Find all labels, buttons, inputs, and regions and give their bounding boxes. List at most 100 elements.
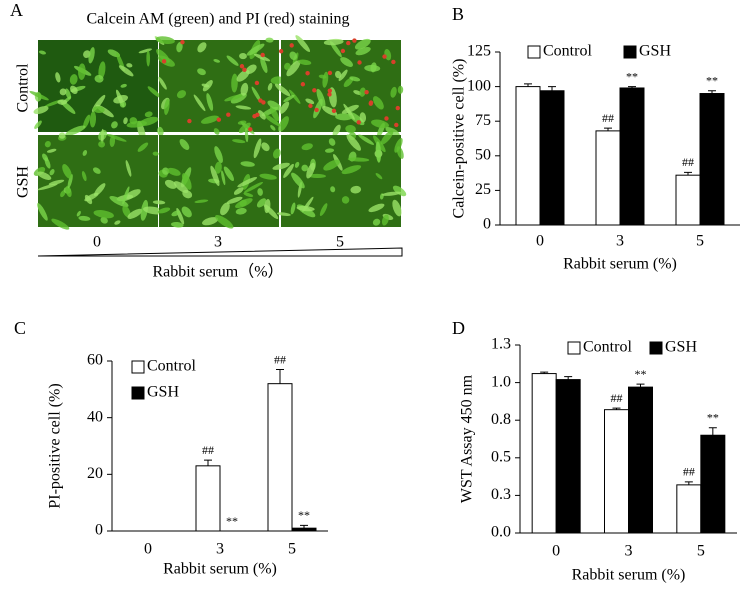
cell	[164, 98, 170, 115]
cell	[343, 103, 355, 120]
dead-cell	[312, 88, 317, 93]
cell	[100, 217, 108, 224]
cell	[138, 48, 152, 54]
y-tick-label: 25	[475, 181, 491, 198]
cell	[272, 148, 281, 159]
cell	[157, 126, 164, 136]
micrograph	[38, 40, 158, 132]
cell	[265, 37, 274, 43]
bar	[700, 434, 726, 534]
x-axis-label: Rabbit serum (%)	[563, 256, 677, 273]
cell	[37, 171, 52, 180]
y-tick-label: 0.0	[491, 524, 511, 541]
legend-swatch	[131, 360, 145, 374]
cell	[125, 189, 141, 200]
cell	[246, 43, 265, 56]
cell	[202, 217, 219, 226]
dead-cell	[254, 80, 260, 86]
bar	[291, 527, 317, 532]
cell	[253, 138, 262, 159]
gradient-wedge	[37, 247, 403, 257]
bar	[676, 484, 702, 534]
row-label: Control	[15, 63, 32, 112]
cell	[332, 124, 341, 137]
cell	[296, 205, 315, 212]
cell	[201, 115, 219, 124]
cell	[243, 181, 264, 193]
dead-cell	[395, 105, 400, 111]
legend-label: GSH	[665, 339, 697, 356]
significance-label: ##	[202, 443, 214, 457]
cell	[194, 199, 209, 204]
legend-swatch	[623, 45, 637, 59]
cell	[82, 150, 88, 156]
row-label: GSH	[15, 166, 32, 198]
error-bar	[548, 86, 556, 91]
y-tick-label: 0	[483, 216, 491, 233]
cell	[156, 49, 170, 63]
cell	[257, 110, 266, 120]
cell	[355, 46, 371, 56]
dead-cell	[278, 49, 284, 54]
cell	[368, 203, 385, 213]
bar	[604, 409, 629, 534]
cell	[341, 196, 350, 204]
dead-cell	[248, 127, 253, 132]
cell	[263, 113, 281, 127]
dead-cell	[394, 122, 399, 128]
cell	[164, 179, 177, 189]
cell	[176, 90, 187, 99]
cell	[88, 47, 95, 64]
dead-cell	[314, 107, 319, 113]
y-axis-label: PI-positive cell (%)	[47, 383, 64, 508]
cell	[243, 192, 254, 197]
cell	[37, 183, 58, 191]
cell	[253, 53, 271, 62]
panel-label: A	[10, 0, 23, 20]
cell	[231, 73, 238, 93]
dead-cell	[327, 88, 333, 93]
cell	[84, 192, 99, 202]
cell	[237, 176, 258, 188]
dead-cell	[327, 92, 332, 97]
cell	[171, 210, 181, 217]
cell	[170, 221, 184, 228]
significance-label: **	[298, 508, 310, 522]
cell	[259, 173, 277, 180]
cell	[89, 111, 97, 128]
cell	[345, 124, 356, 133]
dead-cell	[346, 40, 351, 46]
dead-cell	[258, 98, 263, 103]
cell	[324, 148, 335, 153]
significance-label: **	[707, 410, 719, 424]
cell	[277, 116, 289, 132]
error-bar	[276, 369, 284, 384]
bar	[539, 90, 565, 226]
bar	[628, 386, 653, 534]
error-bar	[628, 86, 636, 88]
y-tick-label: 40	[87, 408, 103, 425]
y-tick-label: 20	[87, 465, 103, 482]
error-bar	[524, 83, 532, 87]
cell	[263, 204, 279, 220]
cell	[98, 141, 106, 148]
cell	[269, 106, 280, 122]
cell	[122, 186, 130, 205]
cell	[58, 132, 66, 139]
cell	[59, 88, 67, 96]
legend-label: GSH	[147, 384, 179, 401]
cell	[94, 74, 104, 83]
cell	[235, 198, 253, 209]
cell	[267, 82, 273, 91]
cell	[319, 203, 328, 217]
cell	[238, 122, 251, 134]
panel-label: D	[452, 318, 465, 338]
cell	[118, 65, 134, 77]
x-tick-label: 0	[552, 543, 560, 560]
x-axis-label: Rabbit serum（%）	[152, 263, 283, 281]
cell	[42, 153, 49, 162]
cell	[152, 200, 166, 205]
dead-cell	[308, 103, 313, 109]
cell	[272, 162, 290, 170]
cell	[286, 60, 301, 77]
